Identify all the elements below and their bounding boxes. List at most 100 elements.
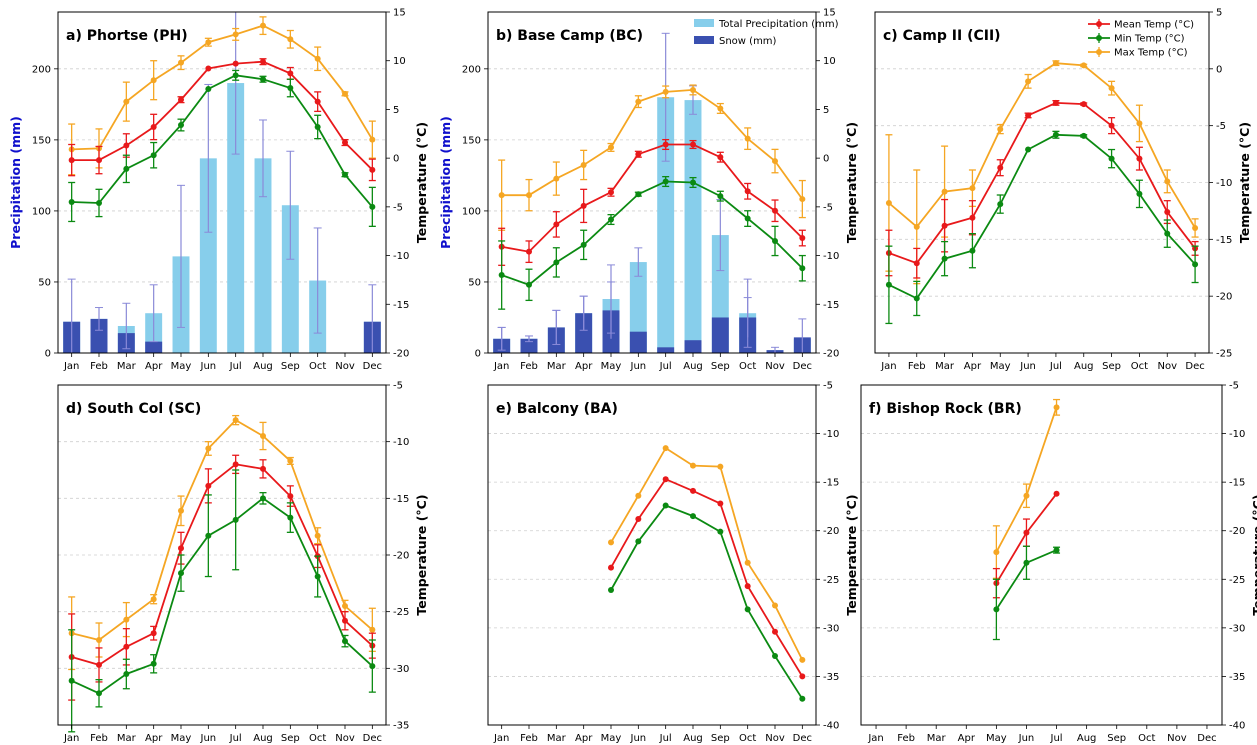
temp-mean-point [635,151,642,158]
panel-title: f) Bishop Rock (BR) [869,401,1022,417]
temp-min-point [178,570,184,577]
temp-max-point [717,105,724,112]
temp-min-point [287,84,294,91]
temp-min-point [287,514,294,521]
temp-max-point [260,22,266,29]
x-tick-label: Nov [765,361,785,372]
y-right-tick-label: 0 [1216,64,1222,75]
x-tick-label: Feb [897,733,915,744]
temp-max-point [635,98,642,105]
y-right-tick-label: 10 [823,56,836,67]
x-tick-label: Mar [547,361,567,372]
temp-min-point [314,123,321,130]
temp-mean-point [1108,122,1115,129]
temp-mean-point [744,188,751,195]
precip-legend: Total Precipitation (mm) Snow (mm) [694,19,839,47]
x-tick-label: Jul [229,361,242,372]
temp-max-point [1136,120,1143,127]
x-tick-label: Nov [335,361,355,372]
y-right-tick-label: -5 [1216,121,1226,132]
temp-max-point [369,626,376,633]
y-right-tick-label: -5 [393,381,403,392]
temp-min-point [1192,261,1199,268]
temp-max-point [260,433,266,439]
x-tick-label: Nov [335,733,355,744]
temp-min-point [1080,132,1087,139]
y-right-axis-label: Temperature (°C) [1237,122,1252,243]
temp-mean-point [662,476,669,483]
snow-bar [629,331,647,353]
snow-bar [684,340,702,353]
temp-max-point [799,656,806,663]
x-tick-label: Nov [765,733,785,744]
x-tick-label: Sep [711,733,730,744]
y-left-tick-label: 50 [38,277,51,288]
panel-title: d) South Col (SC) [66,401,201,417]
y-left-tick-label: 0 [45,349,51,360]
temp-min-point [260,495,266,502]
x-tick-label: Oct [1138,733,1155,744]
temp-min-point [150,152,157,159]
temp-max-point [526,192,532,199]
temp-min-point [717,528,724,535]
temp-min-point [969,247,976,254]
temp-mean-point [1025,112,1032,119]
temp-min-point [1025,146,1032,153]
temp-min-point [772,653,778,660]
temp-mean-point [314,98,321,105]
temp-mean-point [997,164,1004,171]
temp-min-point [580,241,587,248]
temp-min-point [369,663,376,670]
y-right-tick-label: -10 [1216,178,1232,189]
y-right-tick-label: -15 [1216,235,1232,246]
temp-min-line [888,133,1196,300]
temp-max-point [635,492,642,499]
y-right-tick-label: -15 [393,494,409,505]
x-tick-label: Feb [520,361,538,372]
x-tick-label: Oct [1131,361,1148,372]
y-right-tick-label: -10 [823,251,839,262]
temp-min-line [71,497,373,695]
legend-swatch-total-precipitation [694,19,714,27]
temp-min-point [772,237,778,244]
legend-label-max: Max Temp (°C) [1114,48,1188,59]
temp-max-point [123,98,130,105]
snow-bar [520,338,538,353]
temp-mean-point [772,628,778,635]
temp-min-point [68,198,75,205]
temp-mean-point [662,141,669,148]
precip-bar [657,97,675,353]
x-tick-label: Feb [908,361,926,372]
temp-mean-point [580,202,587,209]
y-right-tick-label: -35 [823,672,839,683]
temp-max-point [662,445,669,452]
temp-mean-point [232,60,239,67]
y-left-axis-label: Precipitation (mm) [8,116,23,249]
y-right-tick-label: -15 [823,300,839,311]
temp-mean-point [342,617,348,624]
y-right-tick-label: -40 [823,721,839,732]
panel-3: Jan Feb Mar Apr May Jun Jul Aug Sep Oct Nov Dec -25 -… [874,8,1252,372]
temp-mean-point [717,154,724,161]
panel-title: a) Phortse (PH) [66,28,188,44]
snow-bar [145,341,163,353]
x-tick-label: Jan [63,733,79,744]
x-tick-label: Apr [145,733,163,744]
temp-min-point [342,638,348,645]
temp-min-point [96,199,102,206]
temp-mean-point [1164,209,1171,216]
temp-max-point [369,136,376,143]
y-right-tick-label: -10 [1229,429,1245,440]
legend-marker-mean [1096,21,1102,27]
temp-max-point [969,185,976,192]
y-right-tick-label: -30 [1229,623,1245,634]
x-tick-label: Apr [575,733,593,744]
temp-mean-point [1052,99,1059,106]
panel-1: Jan Feb Mar Apr May Jun Jul Aug Sep Oct Nov Dec -20 -… [8,8,429,373]
temp-mean-line [610,478,804,677]
precip-bar [227,83,245,354]
x-tick-label: Aug [1077,733,1097,744]
plot-frame [487,384,817,726]
temp-min-point [205,85,212,92]
legend-label-snow: Snow (mm) [719,36,777,47]
